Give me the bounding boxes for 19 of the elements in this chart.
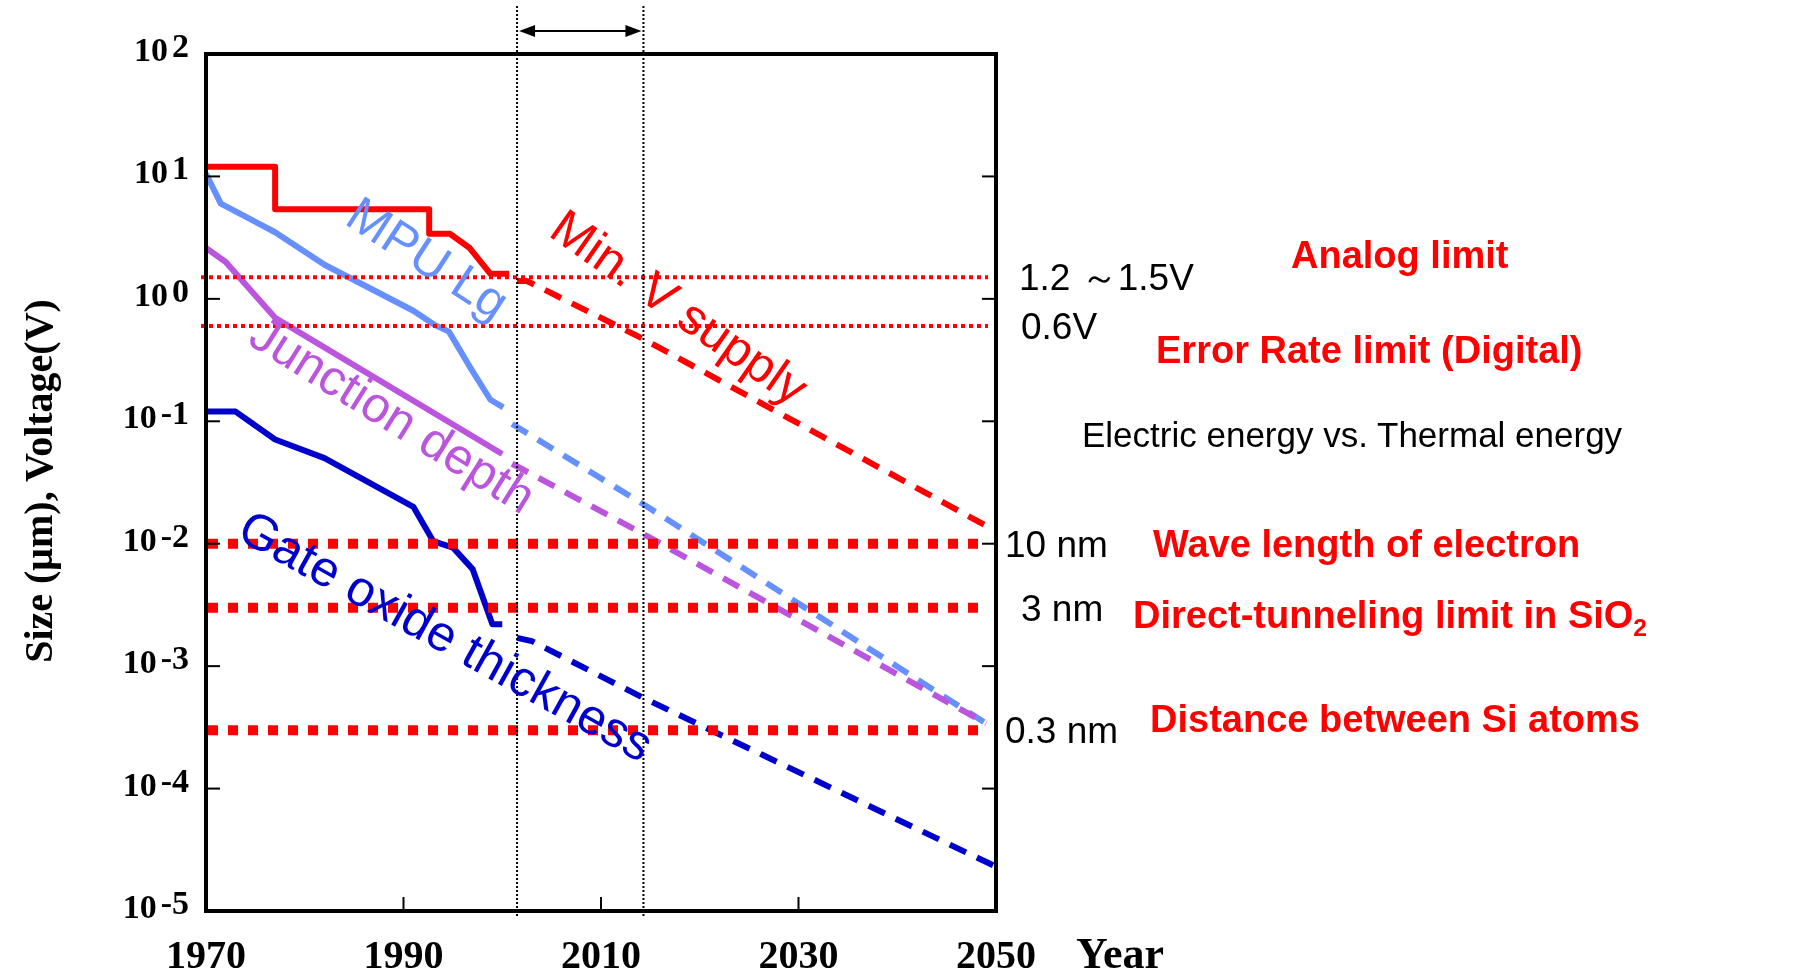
- ref-line-label: 10 nm: [1005, 523, 1108, 565]
- text: Direct-tunneling limit in SiO$_{2}$: [1133, 594, 1648, 641]
- ref-line-label: 1.2 ～1.5V: [1019, 257, 1195, 299]
- x-tick-label: 2030: [758, 932, 839, 977]
- text: Analog limit: [1291, 234, 1509, 276]
- ref-line-label: 0.6V: [1021, 306, 1098, 348]
- x-tick-label: 1990: [363, 932, 444, 977]
- x-tick-label: 2010: [561, 932, 641, 977]
- text: Wave length of electron: [1153, 523, 1581, 565]
- x-tick-label: 2050: [956, 932, 1036, 977]
- text: Distance between Si atoms: [1150, 698, 1640, 740]
- text: MPU Lg: [337, 185, 519, 331]
- text: Error Rate limit (Digital): [1156, 329, 1583, 371]
- x-axis-title: Year: [1076, 929, 1164, 977]
- ref-line-label: 0.3 nm: [1005, 710, 1119, 752]
- x-tick-label: 1970: [166, 932, 246, 977]
- y-axis-title: Size (μm), Voltage(V): [16, 299, 61, 663]
- text: Electric energy vs. Thermal energy: [1082, 415, 1623, 454]
- ref-line-label: 3 nm: [1021, 587, 1104, 629]
